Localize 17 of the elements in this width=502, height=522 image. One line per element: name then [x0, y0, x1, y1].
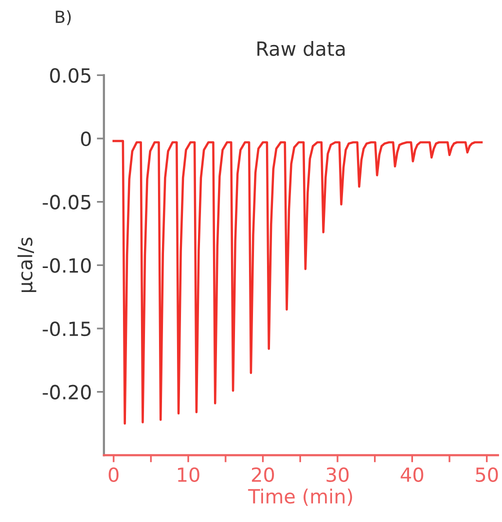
y-tick-label: -0.10: [42, 258, 91, 273]
x-tick-label: 20: [252, 467, 274, 482]
y-tick-label: -0.05: [42, 194, 90, 210]
line-series: [112, 140, 483, 425]
x-tick-label: 50: [476, 467, 498, 482]
x-axis-title: Time (min): [248, 488, 352, 506]
y-axis-title: µcal/s: [17, 238, 36, 292]
x-tick-label: 40: [400, 467, 424, 482]
x-tick-label: 30: [326, 467, 349, 482]
y-tick-label: 0: [81, 131, 91, 146]
x-tick-label: 10: [178, 467, 200, 482]
x-tick-label: 0: [108, 467, 119, 482]
chart-title: Raw data: [257, 40, 345, 56]
y-tick-label: -0.20: [42, 384, 91, 400]
text: B): [56, 10, 71, 26]
y-tick-label: 0.05: [50, 68, 90, 83]
y-tick-label: -0.15: [42, 321, 90, 336]
